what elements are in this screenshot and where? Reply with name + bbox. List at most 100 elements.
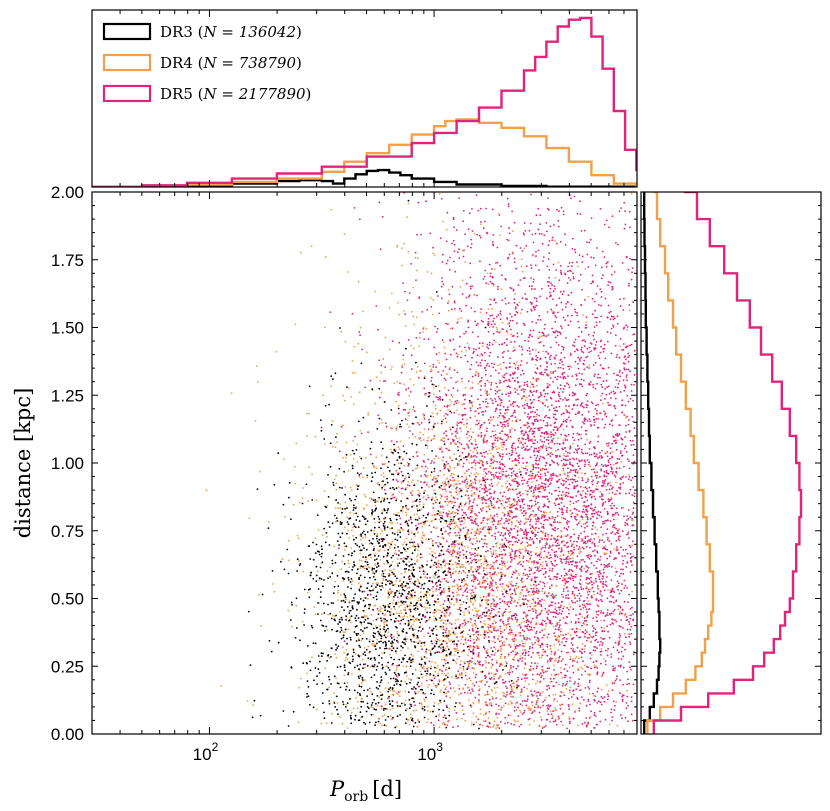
scatter-point xyxy=(492,598,495,601)
scatter-point xyxy=(520,373,522,376)
scatter-point xyxy=(629,608,632,610)
scatter-point xyxy=(608,423,611,426)
scatter-point xyxy=(549,287,552,290)
scatter-point xyxy=(621,438,623,441)
scatter-point xyxy=(536,518,539,521)
scatter-point xyxy=(601,485,604,488)
scatter-point xyxy=(579,575,582,577)
scatter-point xyxy=(618,539,621,542)
scatter-point xyxy=(537,399,540,402)
scatter-point xyxy=(414,704,416,707)
scatter-point xyxy=(490,647,493,649)
scatter-point xyxy=(622,655,625,658)
scatter-point xyxy=(451,476,454,479)
scatter-point xyxy=(562,463,565,465)
scatter-point xyxy=(585,608,588,611)
scatter-point xyxy=(508,673,511,676)
scatter-point xyxy=(594,408,597,410)
scatter-point xyxy=(520,542,522,545)
scatter-point xyxy=(569,478,572,481)
scatter-point xyxy=(585,602,588,605)
scatter-point xyxy=(603,619,605,622)
scatter-point xyxy=(505,448,508,450)
scatter-point xyxy=(484,489,486,491)
scatter-point xyxy=(602,520,604,523)
scatter-point xyxy=(586,569,589,572)
scatter-point xyxy=(541,526,544,528)
scatter-point xyxy=(492,553,495,555)
scatter-point xyxy=(587,554,590,556)
scatter-point xyxy=(575,518,578,521)
scatter-point xyxy=(574,515,577,518)
scatter-point xyxy=(563,694,566,696)
scatter-point xyxy=(588,688,591,690)
scatter-point xyxy=(535,520,538,523)
scatter-point xyxy=(625,616,628,618)
scatter-point xyxy=(606,455,609,458)
scatter-point xyxy=(462,209,465,212)
scatter-point xyxy=(604,663,607,666)
scatter-point xyxy=(600,626,603,629)
scatter-point xyxy=(566,541,569,544)
scatter-point xyxy=(514,525,517,527)
scatter-point xyxy=(526,380,529,383)
scatter-point xyxy=(581,510,584,513)
scatter-point xyxy=(588,418,591,420)
scatter-point xyxy=(565,509,568,512)
scatter-point xyxy=(541,440,543,443)
scatter-point xyxy=(535,703,538,705)
scatter-point xyxy=(498,414,501,417)
scatter-point xyxy=(455,711,458,714)
scatter-point xyxy=(538,395,541,398)
scatter-point xyxy=(624,524,626,527)
scatter-point xyxy=(595,610,598,613)
scatter-point xyxy=(633,492,636,495)
scatter-point xyxy=(473,350,475,353)
scatter-point xyxy=(566,314,569,317)
scatter-point xyxy=(542,419,545,422)
scatter-point xyxy=(377,414,380,417)
scatter-point xyxy=(527,437,530,440)
scatter-point xyxy=(556,429,559,432)
scatter-point xyxy=(482,400,484,403)
scatter-point xyxy=(586,487,588,490)
scatter-point xyxy=(587,463,590,466)
scatter-point xyxy=(544,474,547,477)
scatter-point xyxy=(551,657,553,660)
scatter-point xyxy=(557,448,559,451)
scatter-point xyxy=(613,392,616,395)
scatter-point xyxy=(522,645,524,647)
scatter-point xyxy=(573,439,576,442)
scatter-point xyxy=(556,515,559,517)
scatter-point xyxy=(603,343,606,346)
scatter-point xyxy=(583,459,586,462)
scatter-point xyxy=(535,322,538,324)
scatter-point xyxy=(524,533,526,535)
scatter-point xyxy=(403,477,406,480)
scatter-point xyxy=(526,677,528,679)
scatter-point xyxy=(515,420,517,422)
scatter-point xyxy=(566,670,569,673)
scatter-point xyxy=(524,339,526,342)
scatter-point xyxy=(544,424,547,427)
scatter-point xyxy=(613,436,615,439)
scatter-point xyxy=(450,308,453,311)
scatter-point xyxy=(458,506,460,509)
scatter-point xyxy=(572,272,574,275)
scatter-point xyxy=(566,546,568,549)
scatter-point xyxy=(501,546,503,548)
scatter-point xyxy=(487,318,490,320)
scatter-point xyxy=(576,462,579,465)
scatter-point xyxy=(544,650,546,653)
scatter-point xyxy=(423,461,426,463)
scatter-point xyxy=(518,561,521,564)
scatter-point xyxy=(546,366,548,368)
scatter-point xyxy=(443,600,446,602)
scatter-point xyxy=(507,632,510,635)
scatter-point xyxy=(502,534,505,537)
scatter-point xyxy=(586,637,589,639)
scatter-point xyxy=(515,267,518,270)
scatter-point xyxy=(476,233,479,236)
scatter-point xyxy=(492,473,495,476)
scatter-point xyxy=(510,540,512,543)
